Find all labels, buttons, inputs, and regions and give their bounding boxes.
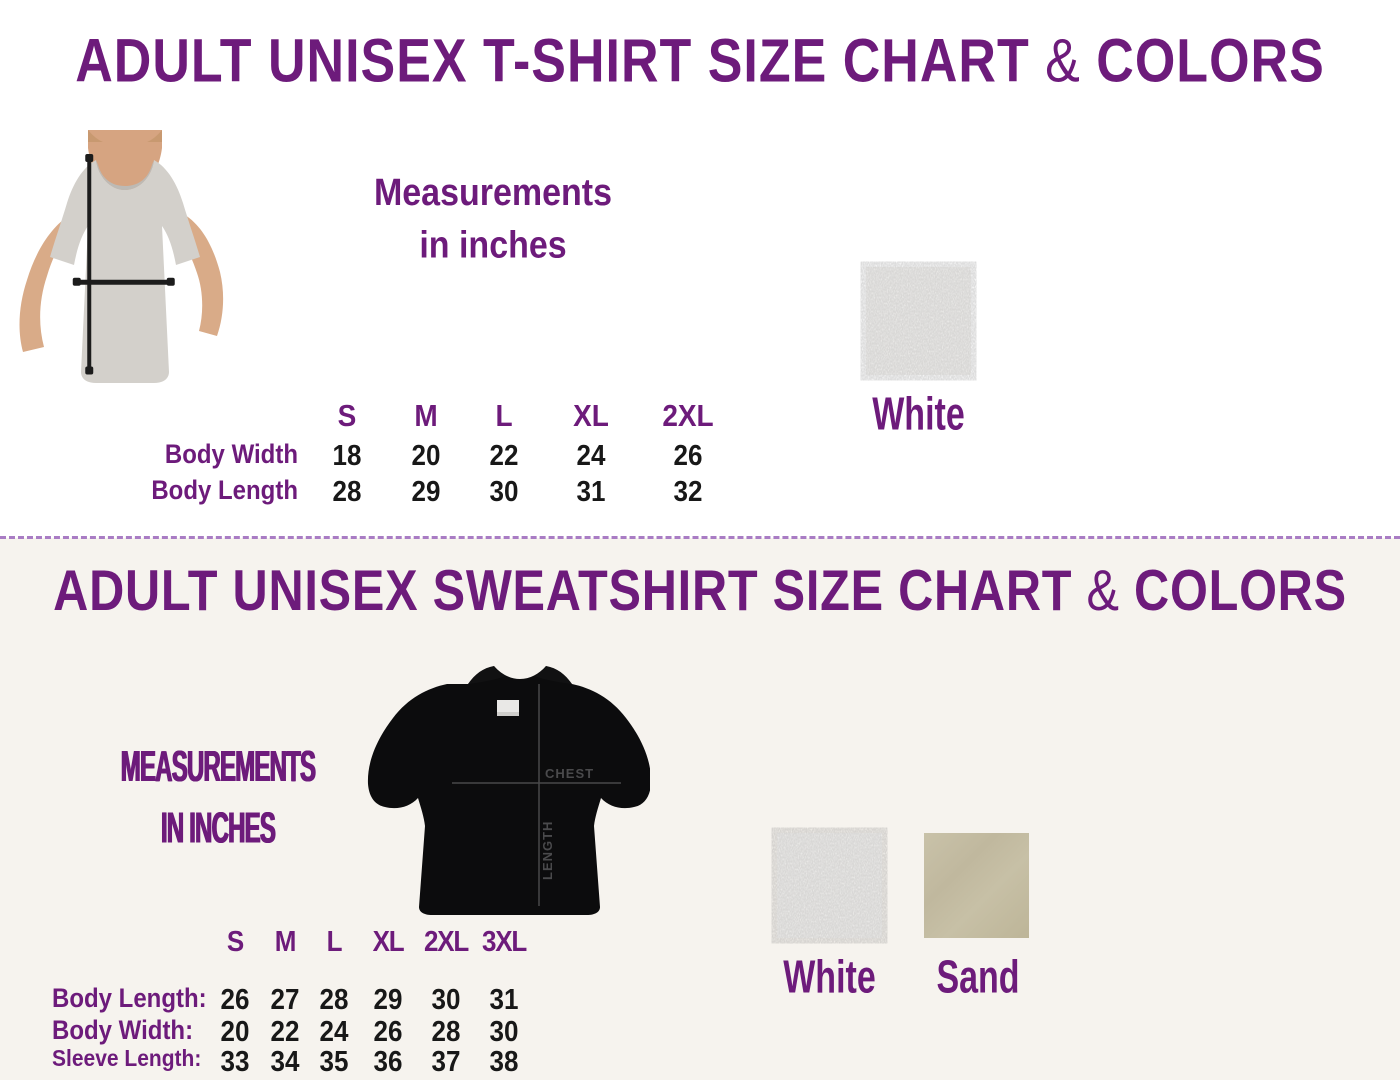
svg-text:CHEST: CHEST [545,766,594,781]
svg-text:LENGTH: LENGTH [540,821,555,880]
